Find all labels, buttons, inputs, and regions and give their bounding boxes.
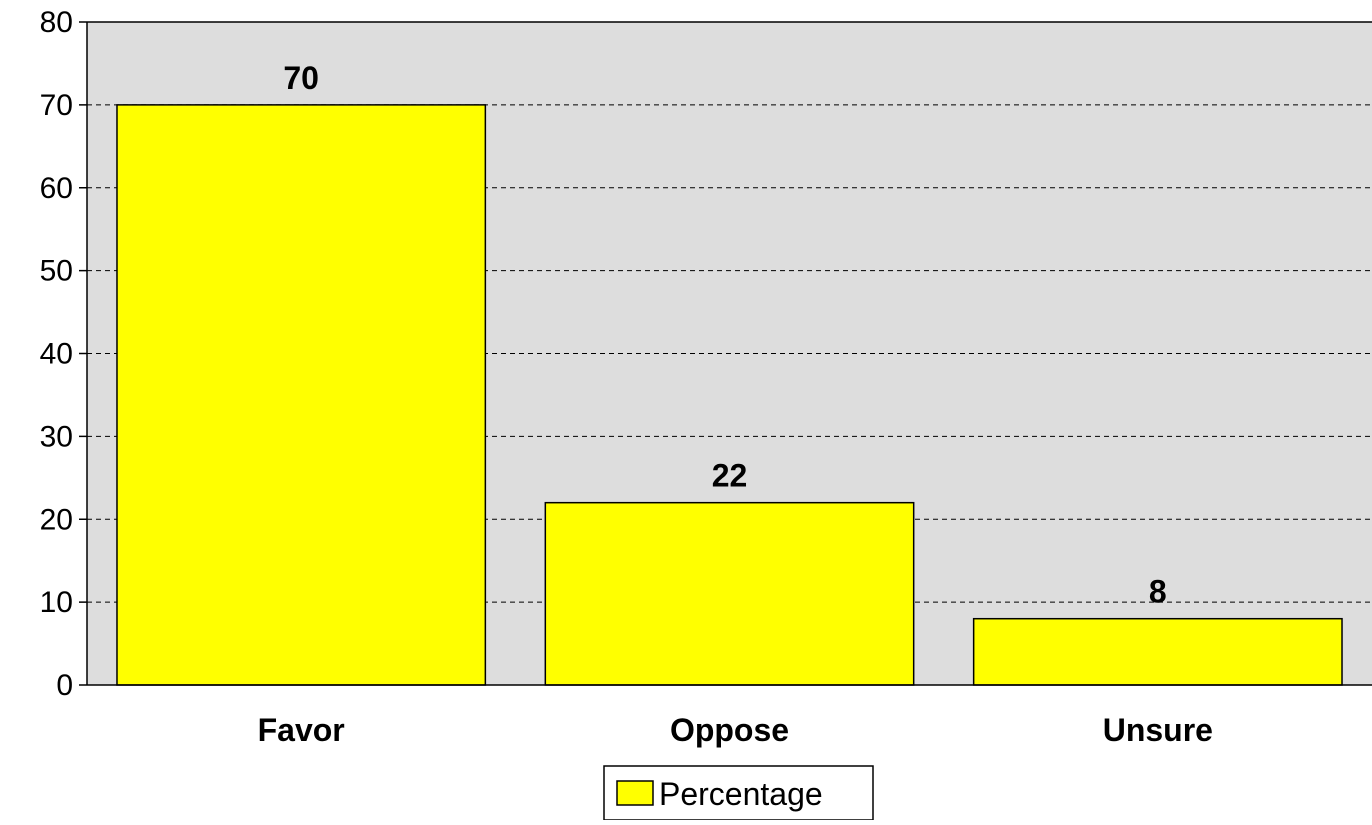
y-tick-label: 80: [40, 6, 73, 39]
y-tick-label: 40: [40, 338, 73, 371]
bar-favor: [116, 104, 487, 686]
category-labels: Favor Oppose Unsure: [258, 712, 1213, 748]
category-label-unsure: Unsure: [1103, 712, 1213, 748]
data-labels: 70 22 8: [283, 60, 1166, 610]
legend-label: Percentage: [659, 776, 823, 812]
y-tick-label: 0: [56, 669, 73, 702]
category-label-favor: Favor: [258, 712, 345, 748]
data-label-unsure: 8: [1149, 574, 1167, 610]
y-tick-label: 60: [40, 172, 73, 205]
data-label-favor: 70: [283, 60, 319, 96]
bars: [116, 104, 1343, 686]
y-tick-label: 10: [40, 586, 73, 619]
y-tick-label: 70: [40, 89, 73, 122]
category-label-oppose: Oppose: [670, 712, 789, 748]
legend-swatch: [616, 780, 654, 806]
bar-unsure: [972, 617, 1343, 686]
y-tick-label: 20: [40, 503, 73, 536]
y-ticks: 0 10 20 30 40 50 60 70 80: [40, 6, 87, 702]
y-tick-label: 50: [40, 255, 73, 288]
y-tick-label: 30: [40, 420, 73, 453]
legend: Percentage: [603, 765, 874, 821]
data-label-oppose: 22: [712, 458, 748, 494]
bar-oppose: [544, 501, 915, 686]
